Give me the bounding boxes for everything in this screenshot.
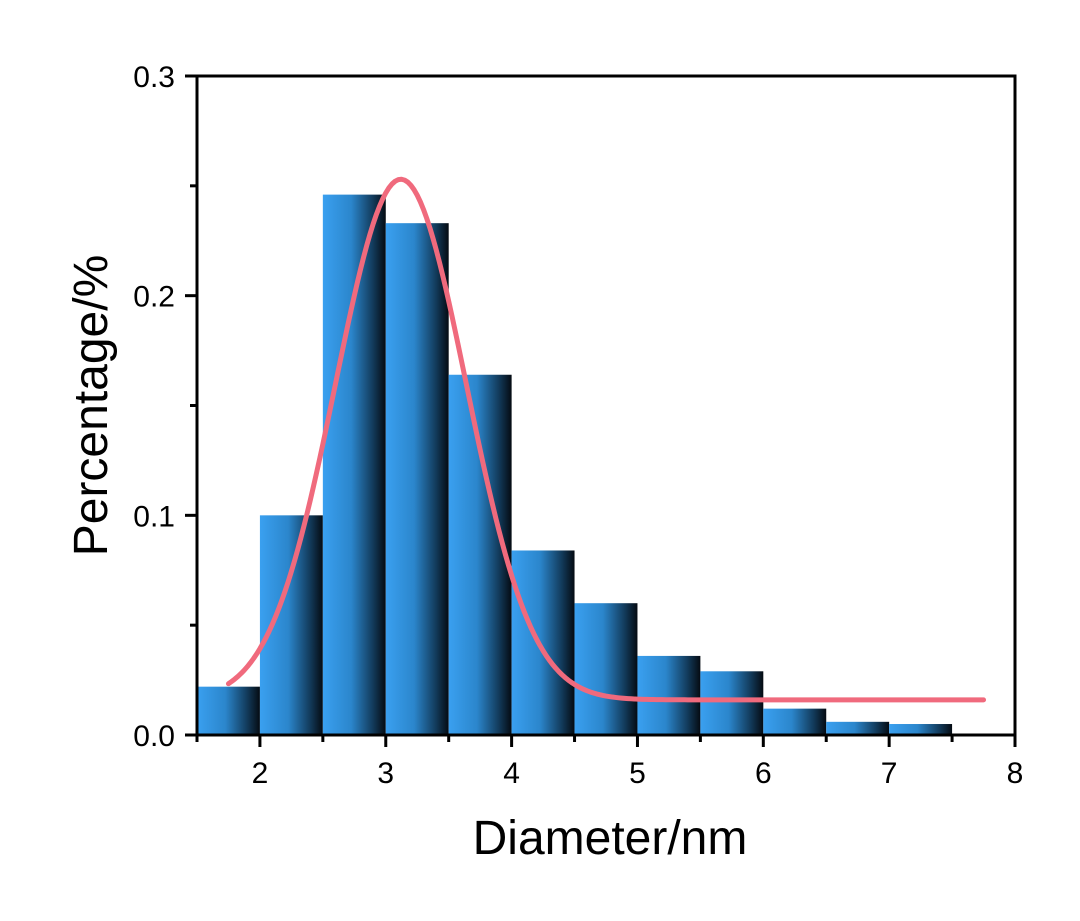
- x-tick-label: 7: [881, 757, 898, 790]
- fit-curve-group: [225, 176, 987, 703]
- x-tick-label: 5: [629, 757, 646, 790]
- histogram-bar: [197, 686, 260, 735]
- y-tick-label: 0.2: [133, 281, 175, 314]
- histogram-bar: [637, 655, 701, 735]
- histogram-bar: [322, 194, 386, 735]
- x-tick-label: 6: [755, 757, 772, 790]
- y-tick-label: 0.3: [133, 61, 175, 94]
- histogram-bar: [574, 603, 638, 735]
- histogram-bar: [700, 671, 764, 735]
- x-tick-label: 4: [503, 757, 520, 790]
- histogram-bar: [511, 550, 575, 735]
- histogram-bar: [826, 721, 890, 735]
- y-axis-title: Percentage/%: [65, 255, 118, 557]
- x-axis-title: Diameter/nm: [473, 812, 748, 865]
- x-tick-label: 3: [377, 757, 394, 790]
- x-tick-label: 2: [252, 757, 269, 790]
- y-axis-ticks: 0.0 0.1 0.2 0.3: [133, 61, 197, 753]
- gaussian-fit-line: [225, 176, 987, 703]
- histogram-bar: [448, 374, 512, 735]
- histogram-bar: [763, 708, 827, 735]
- histogram-bar: [889, 724, 953, 735]
- bars-group: [197, 194, 953, 735]
- x-axis-ticks: 2 3 4 5 6 7 8: [195, 735, 1024, 790]
- y-tick-label: 0.0: [133, 720, 175, 753]
- histogram-bar: [385, 223, 449, 735]
- y-tick-label: 0.1: [133, 500, 175, 533]
- x-tick-label: 8: [1007, 757, 1024, 790]
